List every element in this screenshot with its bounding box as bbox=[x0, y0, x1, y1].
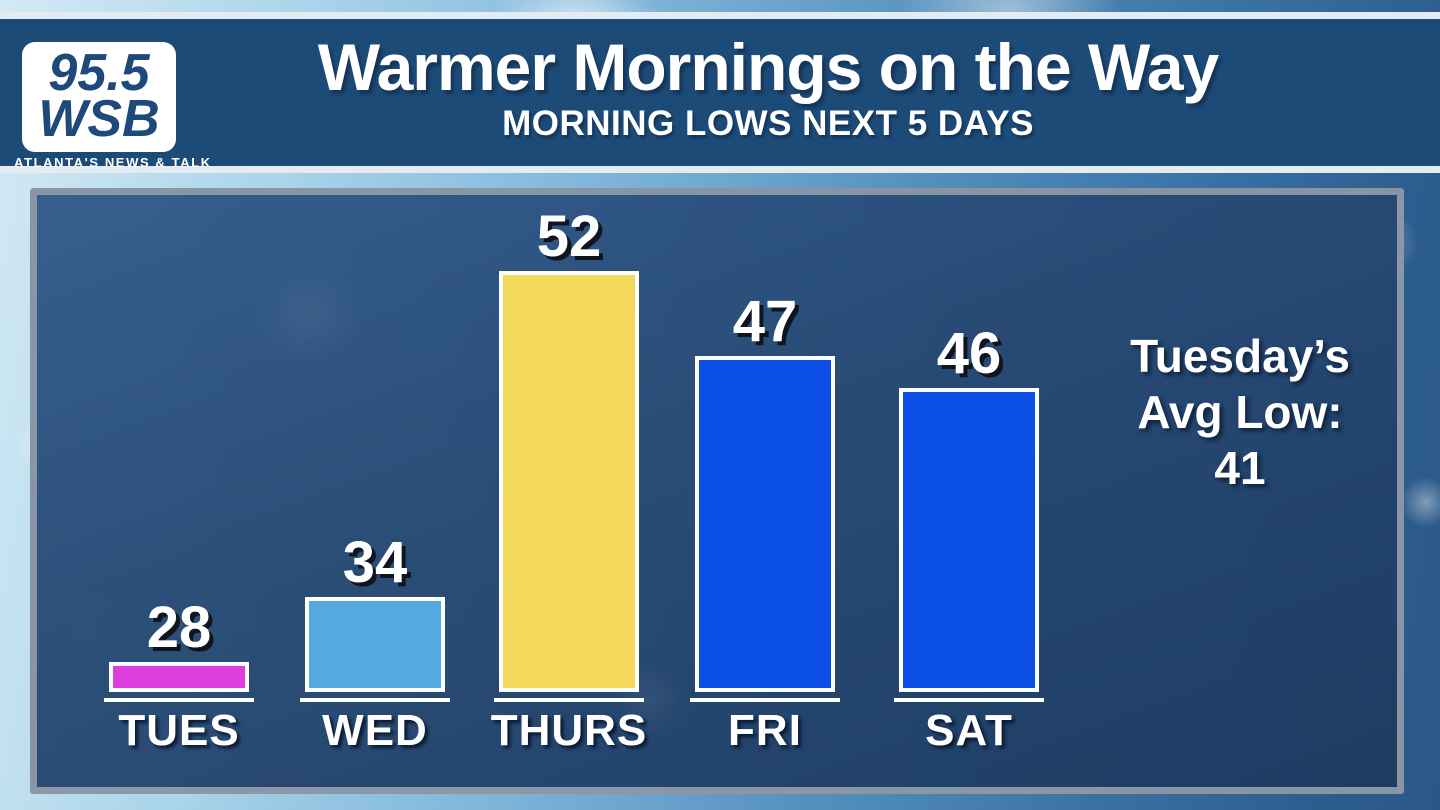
avg-low-annotation: Tuesday’s Avg Low: 41 bbox=[1075, 328, 1405, 496]
bar-baseline bbox=[104, 698, 254, 702]
bar bbox=[109, 662, 249, 692]
bar-value-label: 52 bbox=[536, 204, 602, 269]
annotation-line-2: Avg Low: bbox=[1137, 386, 1343, 439]
header-band: 95.5 WSB ATLANTA'S NEWS & TALK Warmer Mo… bbox=[0, 12, 1440, 173]
bar-category-label: SAT bbox=[925, 706, 1013, 755]
bar-baseline bbox=[690, 698, 840, 702]
bar-baseline bbox=[494, 698, 644, 702]
station-tagline: ATLANTA'S NEWS & TALK bbox=[14, 155, 212, 170]
bar bbox=[695, 356, 835, 692]
bar-category-label: FRI bbox=[728, 706, 802, 755]
bar bbox=[305, 597, 445, 692]
page-subtitle: MORNING LOWS NEXT 5 DAYS bbox=[502, 104, 1034, 144]
station-logo: 95.5 WSB bbox=[22, 42, 176, 152]
title-block: Warmer Mornings on the Way MORNING LOWS … bbox=[190, 30, 1346, 144]
bar-value-label: 46 bbox=[936, 321, 1002, 386]
bar bbox=[499, 271, 639, 692]
bar-baseline bbox=[894, 698, 1044, 702]
page-title: Warmer Mornings on the Way bbox=[317, 30, 1220, 104]
bar-baseline bbox=[300, 698, 450, 702]
bar-value-label: 47 bbox=[732, 289, 798, 354]
bar-category-label: TUES bbox=[118, 706, 240, 755]
bar-category-label: WED bbox=[322, 706, 428, 755]
annotation-line-1: Tuesday’s bbox=[1130, 330, 1350, 382]
bar bbox=[899, 388, 1039, 692]
station-frequency: 95.5 bbox=[48, 44, 150, 103]
station-callsign: WSB bbox=[38, 90, 160, 148]
bar-value-label: 28 bbox=[146, 595, 212, 660]
bar-category-label: THURS bbox=[490, 706, 648, 755]
bar-value-label: 34 bbox=[342, 530, 408, 595]
annotation-line-3: 41 bbox=[1214, 442, 1266, 495]
